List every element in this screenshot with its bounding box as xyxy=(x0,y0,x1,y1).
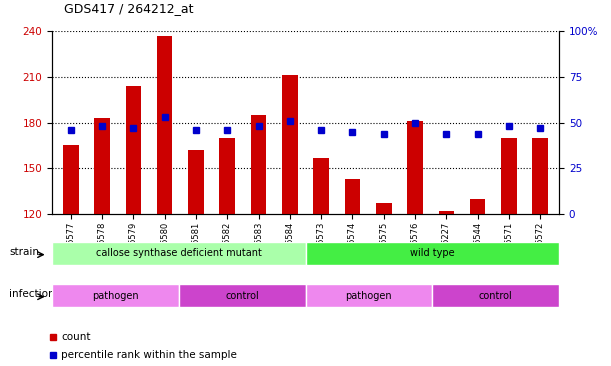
Bar xyxy=(282,75,298,214)
Bar xyxy=(63,146,79,214)
Text: control: control xyxy=(225,291,259,300)
Text: count: count xyxy=(61,332,90,342)
Text: pathogen: pathogen xyxy=(346,291,392,300)
Bar xyxy=(532,138,548,214)
Text: GDS417 / 264212_at: GDS417 / 264212_at xyxy=(64,1,194,15)
Bar xyxy=(439,211,454,214)
Text: callose synthase deficient mutant: callose synthase deficient mutant xyxy=(96,249,262,258)
Text: percentile rank within the sample: percentile rank within the sample xyxy=(61,350,237,360)
Bar xyxy=(376,203,392,214)
Bar xyxy=(219,138,235,214)
Bar xyxy=(306,242,559,265)
Bar xyxy=(188,150,203,214)
Bar xyxy=(470,199,486,214)
Bar xyxy=(313,158,329,214)
Bar xyxy=(179,284,306,307)
Bar xyxy=(501,138,517,214)
Text: pathogen: pathogen xyxy=(92,291,139,300)
Bar xyxy=(52,242,306,265)
Text: strain: strain xyxy=(9,247,39,257)
Bar xyxy=(345,179,360,214)
Text: wild type: wild type xyxy=(410,249,455,258)
Bar xyxy=(433,284,559,307)
Bar xyxy=(94,118,110,214)
Bar xyxy=(251,115,266,214)
Bar xyxy=(52,284,179,307)
Text: control: control xyxy=(479,291,513,300)
Bar xyxy=(125,86,141,214)
Bar xyxy=(157,36,172,214)
Bar xyxy=(408,121,423,214)
Text: infection: infection xyxy=(9,290,54,299)
Bar xyxy=(306,284,433,307)
